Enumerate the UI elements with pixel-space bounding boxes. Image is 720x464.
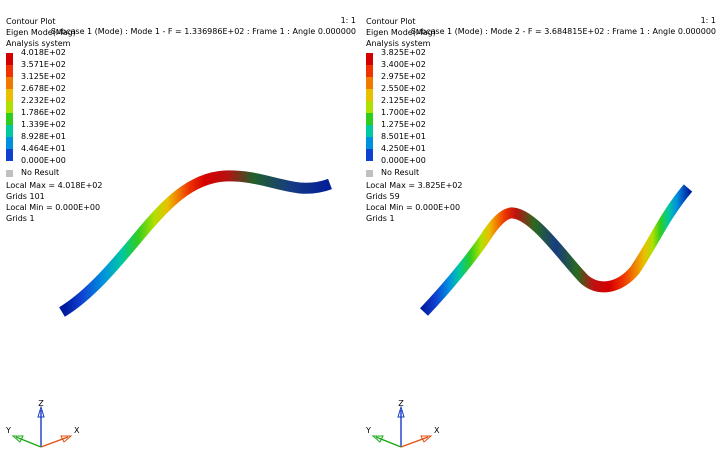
axis-triad-icon: Z X Y [366,395,456,460]
axis-z-label: Z [398,399,404,408]
grids-max-label: Grids 101 [6,192,102,203]
viewport-mode-2[interactable]: Contour Plot Eigen Mode(Mag) Analysis sy… [360,0,720,464]
legend-value: 3.825E+02 [381,48,426,58]
legend-value: 1.275E+02 [381,120,426,130]
legend-value: 2.550E+02 [381,84,426,94]
no-result-swatch [366,170,373,177]
legend-value: 8.928E+01 [21,132,66,142]
no-result-swatch [6,170,13,177]
axis-x-label: X [74,426,80,435]
legend-value: 1.339E+02 [21,120,66,130]
legend-value: 4.018E+02 [21,48,66,58]
axis-y-label: Y [366,426,371,435]
legend-value: 3.571E+02 [21,60,66,70]
legend-value: 3.400E+02 [381,60,426,70]
local-min-label: Local Min = 0.000E+00 [366,203,462,214]
no-result-label: No Result [21,168,59,178]
viewport-mode-1[interactable]: Contour Plot Eigen Mode(Mag) Analysis sy… [0,0,360,464]
local-max-label: Local Max = 4.018E+02 [6,181,102,192]
scale-label: 1: 1 [701,16,716,26]
axis-triad-icon: Z X Y [6,395,96,460]
scale-label: 1: 1 [341,16,356,26]
legend-value: 8.501E+01 [381,132,426,142]
legend-value: 0.000E+00 [21,156,66,166]
no-result-label: No Result [381,168,419,178]
plot-title: Contour Plot [6,17,56,27]
axis-y-label: Y [6,426,11,435]
legend-value: 1.786E+02 [21,108,66,118]
legend-value: 3.125E+02 [21,72,66,82]
legend-value: 1.700E+02 [381,108,426,118]
axis-x-label: X [434,426,440,435]
grids-min-label: Grids 1 [366,214,462,225]
result-stats: Local Max = 3.825E+02 Grids 59 Local Min… [366,181,462,225]
subcase-label: Subcase 1 (Mode) : Mode 1 - F = 1.336986… [51,27,356,37]
legend-value: 2.678E+02 [21,84,66,94]
legend-value: 4.250E+01 [381,144,426,154]
grids-min-label: Grids 1 [6,214,102,225]
grids-max-label: Grids 59 [366,192,462,203]
legend-value: 2.975E+02 [381,72,426,82]
legend-value: 2.232E+02 [21,96,66,106]
subcase-label: Subcase 1 (Mode) : Mode 2 - F = 3.684815… [411,27,716,37]
local-max-label: Local Max = 3.825E+02 [366,181,462,192]
result-stats: Local Max = 4.018E+02 Grids 101 Local Mi… [6,181,102,225]
local-min-label: Local Min = 0.000E+00 [6,203,102,214]
plot-title: Contour Plot [366,17,416,27]
legend-value: 2.125E+02 [381,96,426,106]
legend-value: 0.000E+00 [381,156,426,166]
legend-value: 4.464E+01 [21,144,66,154]
axis-z-label: Z [38,399,44,408]
